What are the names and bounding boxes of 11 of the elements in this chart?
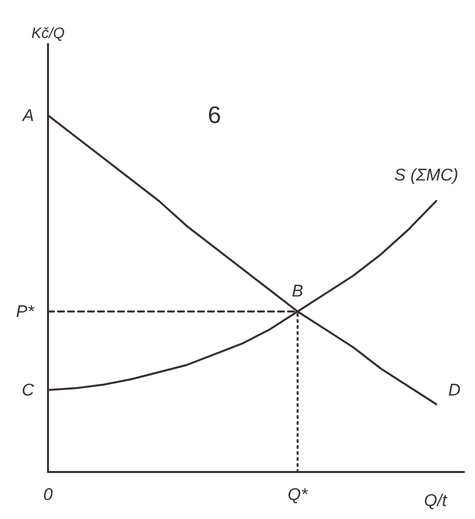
series-label: D — [448, 380, 461, 400]
text: A — [22, 106, 34, 125]
annotation: 6 — [208, 102, 222, 129]
series-label: S (ΣMC) — [394, 165, 458, 184]
y-axis-title: Kč/Q — [31, 25, 65, 42]
text: P* — [16, 302, 36, 321]
annotation: B — [292, 282, 304, 300]
x-tick-label: Q* — [288, 485, 309, 504]
x-tick-label: 0 — [43, 485, 54, 504]
x-axis-title: Q/t — [424, 491, 448, 510]
text: C — [22, 380, 35, 400]
